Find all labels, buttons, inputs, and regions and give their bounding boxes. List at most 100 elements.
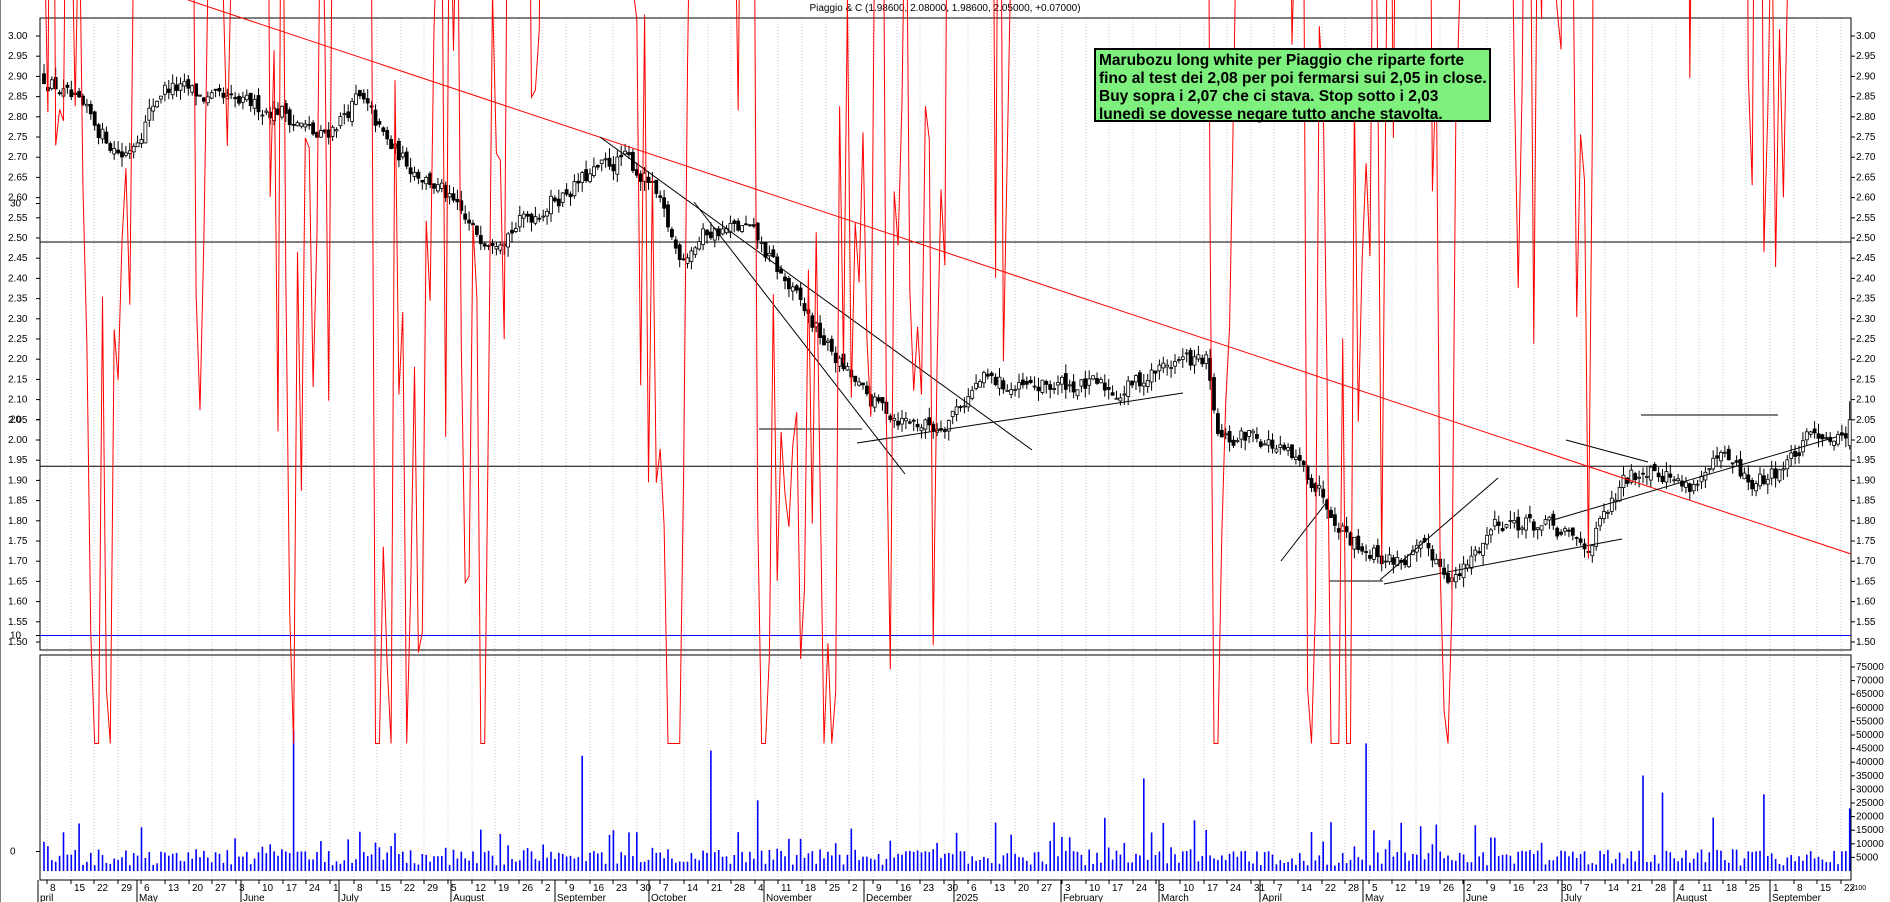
candle-body [1773,468,1778,479]
candle-body [377,121,382,125]
candle-body [104,131,109,144]
candle-body [790,286,795,292]
candle-body [681,258,686,261]
candle-body [88,103,93,115]
price-tick-right: 2.00 [1856,435,1876,446]
candle-body [1808,431,1813,435]
candle-body [794,285,799,291]
day-tick-label: 29 [427,883,439,894]
price-tick-left: 1.95 [8,455,28,466]
day-tick-label: 28 [1655,883,1667,894]
candle-body [201,97,206,102]
candle-body [833,352,838,364]
candle-body [1750,480,1755,490]
candle-body [588,173,592,182]
candle-body [1742,472,1747,480]
candle-body [1239,430,1244,440]
candle-body [1734,460,1739,463]
month-label: April [1262,893,1282,902]
candle-body [1212,377,1216,411]
day-tick-label: 8 [357,883,363,894]
price-tick-right: 2.40 [1856,273,1876,284]
candle-body [474,225,479,235]
price-tick-left: 2.70 [8,152,28,163]
day-tick-label: 23 [923,883,935,894]
volume-tick: 30000 [1856,784,1884,795]
candle-body [1251,430,1255,434]
month-label: July [341,893,359,902]
candle-body [1660,475,1665,482]
candle-body [268,111,273,119]
candle-body [1578,538,1583,543]
candle-body [818,322,822,338]
candle-body [623,150,627,155]
candle-body [354,93,358,105]
candle-body [1138,372,1142,387]
candle-body [299,122,304,127]
candle-body [763,241,768,258]
day-tick-label: 2 [1466,883,1472,894]
candle-body [373,109,378,126]
candle-body [213,88,218,91]
candle-body [1559,531,1563,535]
candle-body [728,222,733,233]
candle-body [478,235,483,245]
candle-body [100,128,105,140]
day-tick-label: 3 [1065,883,1071,894]
day-tick-label: 21 [1631,883,1643,894]
candle-body [627,152,631,156]
month-label: pril [40,893,53,902]
price-tick-left: 2.25 [8,334,28,345]
candle-body [1282,444,1287,450]
candle-body [826,340,830,343]
day-tick-label: 7 [1277,883,1283,894]
day-tick-label: 11 [1702,883,1713,894]
month-label: December [866,893,913,902]
candle-body [365,98,370,104]
candle-body [982,372,986,384]
candle-body [1668,473,1673,478]
candle-body [315,131,319,138]
candle-body [1032,385,1037,388]
price-tick-left: 1.90 [8,475,28,486]
candle-body [451,193,456,201]
candle-body [1056,382,1060,386]
candle-body [229,93,234,96]
candle-body [880,397,885,404]
candle-body [1664,471,1669,483]
day-tick-label: 2 [545,883,551,894]
candle-body [1676,478,1680,482]
candle-body [1297,455,1302,461]
candle-body [1594,527,1599,547]
day-tick-label: 13 [994,883,1006,894]
price-axis: 3.00 3.00 2.95 2.95 2.90 2.90 2.85 2.85 2.80 2.80… [8,31,1876,648]
volume-tick: 25000 [1856,798,1884,809]
candle-body [634,169,639,176]
price-tick-left: 3.00 [8,31,28,42]
candle-body [1840,432,1844,436]
candle-body [1570,527,1575,536]
volume-tick: 55000 [1856,716,1884,727]
day-tick-label: 25 [1749,883,1761,894]
candle-body [529,213,534,223]
price-tick-left: 2.90 [8,71,28,82]
candle-body [1118,397,1123,402]
candle-body [673,239,678,249]
candle-body [568,193,573,198]
candle-body [506,233,511,248]
candle-body [1219,429,1224,438]
annotation-line-3: Buy sopra i 2,07 che ci stava. Stop sott… [1099,88,1439,105]
candle-body [1301,460,1306,466]
candle-body [564,189,569,195]
candle-body [1141,382,1146,387]
candle-body [1110,392,1115,396]
rising-channel-line [1379,477,1499,581]
candle-body [1648,466,1653,481]
candle-body [1481,542,1485,556]
candle-body [619,154,624,158]
day-tick-label: 23 [616,883,628,894]
candle-body [1816,433,1821,439]
candle-body [767,252,772,257]
day-tick-label: 20 [1018,883,1030,894]
candle-body [1149,369,1154,383]
